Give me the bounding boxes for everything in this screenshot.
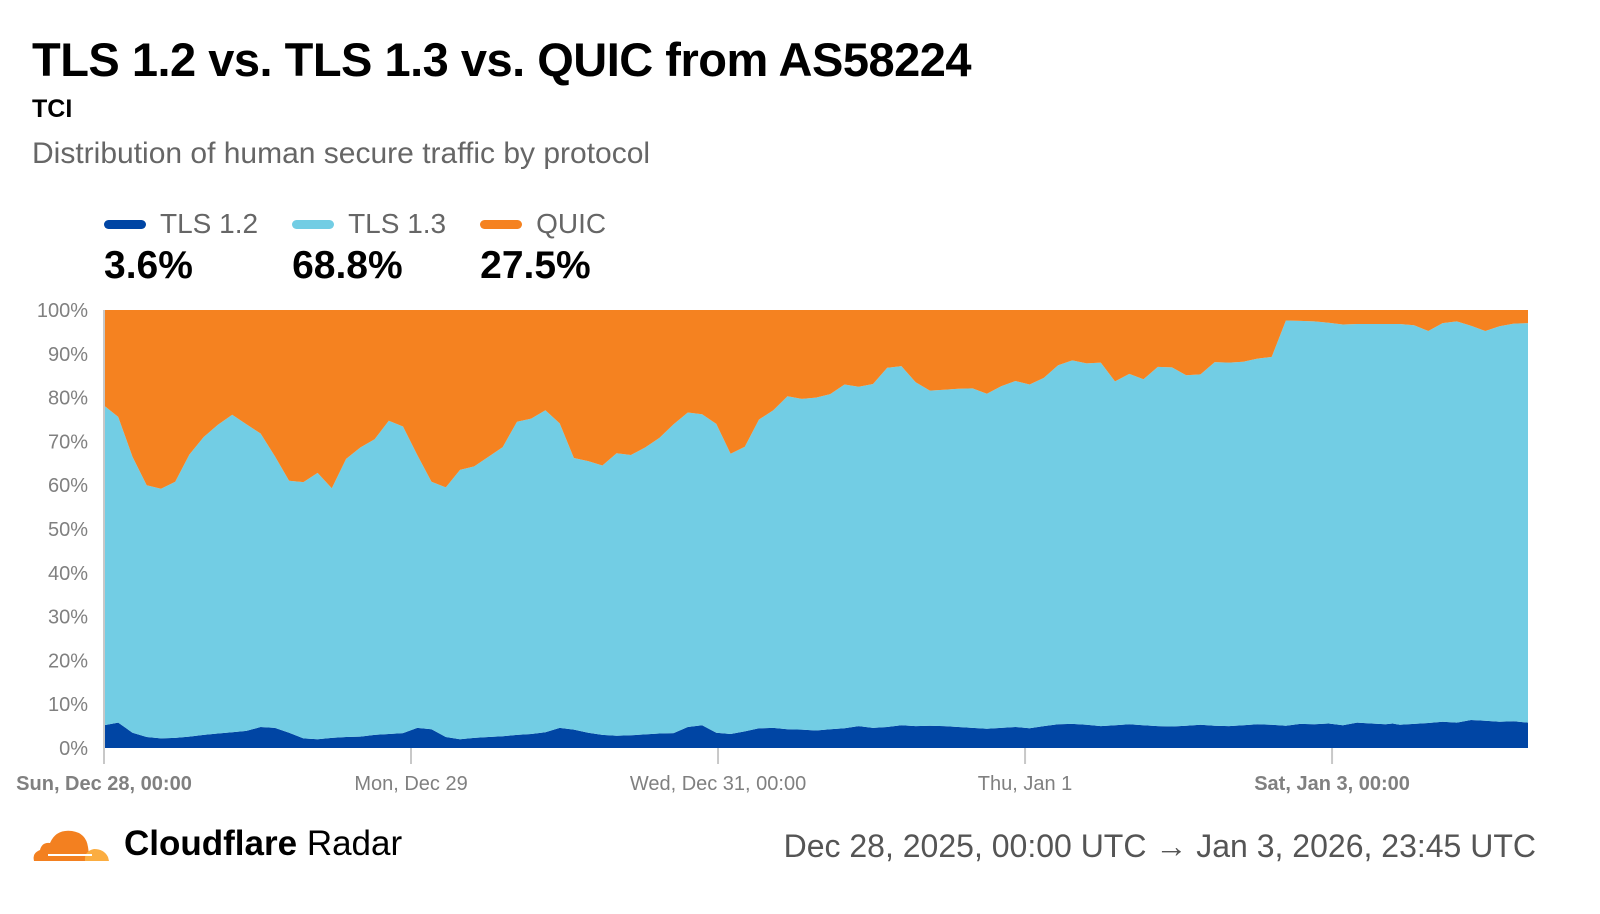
y-tick-label: 80% [48,388,88,410]
cloudflare-cloud-icon [33,830,109,861]
legend-value: 68.8% [292,244,403,287]
area-quic[interactable] [104,310,1528,489]
x-tick-label: Sun, Dec 28, 00:00 [16,773,192,795]
legend-value: 27.5% [480,244,591,287]
y-tick-label: 60% [48,475,88,497]
legend-item-quic[interactable]: QUIC 27.5% [480,208,606,288]
stacked-area-chart[interactable]: 0% 10% 20% 30% 40% 50% 60% 70% 80% 90% 100% Sun, D… [0,290,1600,810]
plot-area[interactable] [104,310,1528,748]
x-tick-label: Wed, Dec 31, 00:00 [630,773,806,795]
chart-title: TLS 1.2 vs. TLS 1.3 vs. QUIC from AS5822… [32,33,972,86]
legend-item-tls13[interactable]: TLS 1.3 68.8% [292,208,446,288]
x-tick-label: Mon, Dec 29 [354,773,467,795]
chart-description: Distribution of human secure traffic by … [32,137,651,170]
brand-name: Cloudflare Radar [124,824,403,863]
x-tick-label: Thu, Jan 1 [978,773,1073,795]
legend-label: QUIC [536,208,607,239]
y-tick-label: 90% [48,344,88,366]
tls12-swatch-icon [104,219,146,229]
legend-item-tls12[interactable]: TLS 1.2 3.6% [104,208,258,288]
y-tick-label: 70% [48,431,88,453]
y-tick-label: 50% [48,519,88,541]
chart-legend: TLS 1.2 3.6% TLS 1.3 68.8% QUIC 27.5% [104,208,606,288]
x-tick-label: Sat, Jan 3, 00:00 [1254,773,1410,795]
legend-value: 3.6% [104,244,193,287]
legend-label: TLS 1.2 [160,208,259,239]
area-tls-1-2[interactable] [104,720,1528,748]
quic-swatch-icon [480,219,523,229]
y-axis: 0% 10% 20% 30% 40% 50% 60% 70% 80% 90% 100% [37,300,88,760]
y-tick-label: 30% [48,607,88,629]
y-tick-label: 10% [48,694,88,716]
organization-name: TCI [32,95,73,123]
y-tick-label: 40% [48,563,88,585]
x-axis: Sun, Dec 28, 00:00 Mon, Dec 29 Wed, Dec 31… [16,748,1410,795]
cloudflare-radar-logo: Cloudflare Radar [30,824,402,864]
y-tick-label: 0% [59,738,88,760]
date-range: Dec 28, 2025, 00:00 UTC → Jan 3, 2026, 2… [783,828,1536,864]
legend-label: TLS 1.3 [348,208,447,239]
y-tick-label: 100% [37,300,88,322]
area-tls-1-3[interactable] [104,320,1528,740]
y-tick-label: 20% [48,650,88,672]
tls13-swatch-icon [292,219,335,229]
